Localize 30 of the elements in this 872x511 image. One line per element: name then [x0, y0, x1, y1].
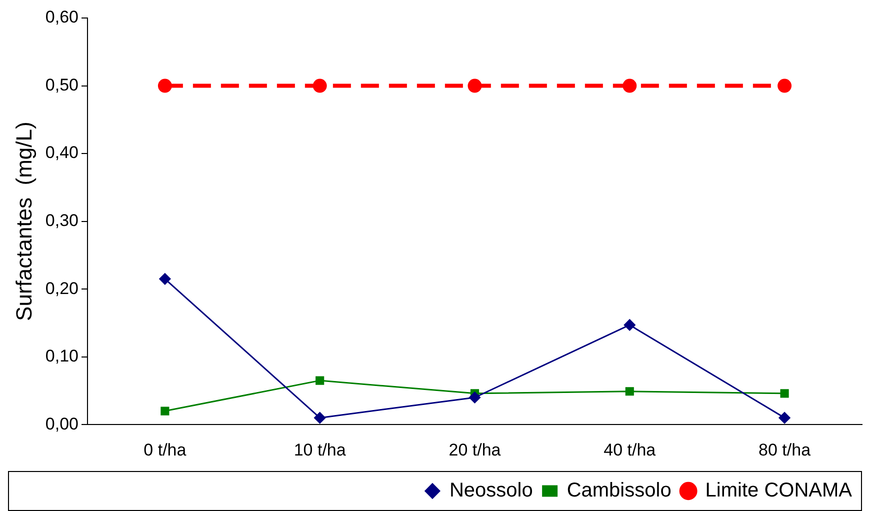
point	[624, 319, 636, 331]
point	[780, 389, 789, 398]
y-tick-label: 0,20	[45, 278, 78, 298]
point	[778, 412, 790, 424]
y-axis-title: Surfactantes (mg/L)	[11, 122, 36, 321]
point	[316, 376, 324, 385]
point	[158, 78, 172, 93]
point	[160, 406, 170, 416]
x-tick-label: 0 t/ha	[144, 440, 187, 460]
y-tick-label: 0,50	[45, 75, 78, 94]
point	[312, 78, 327, 93]
point	[159, 273, 171, 285]
point	[778, 78, 792, 93]
legend-label: Neossolo	[449, 480, 533, 502]
y-tick-label: 0,60	[45, 8, 78, 27]
point	[468, 392, 480, 404]
legend-label: Cambissolo	[566, 480, 672, 502]
point	[622, 78, 637, 93]
point	[625, 387, 634, 396]
point	[314, 412, 326, 424]
x-tick-label: 20 t/ha	[448, 440, 502, 460]
y-tick-label: 0,10	[45, 346, 78, 366]
x-tick-label: 10 t/ha	[294, 440, 346, 460]
y-tick-label: 0,00	[45, 414, 78, 434]
point	[468, 78, 482, 93]
legend-label: Limite CONAMA	[705, 480, 853, 502]
y-tick-label: 0,30	[45, 210, 78, 230]
x-tick-label: 80 t/ha	[758, 440, 812, 460]
y-tick-label: 0,40	[45, 143, 78, 162]
x-tick-label: 40 t/ha	[604, 440, 656, 460]
